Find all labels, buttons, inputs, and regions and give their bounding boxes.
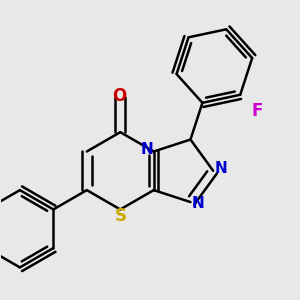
Text: O: O (112, 87, 126, 105)
Text: F: F (252, 102, 263, 120)
Text: S: S (114, 207, 126, 225)
Text: N: N (214, 161, 227, 176)
Text: N: N (191, 196, 204, 211)
Text: N: N (141, 142, 154, 157)
